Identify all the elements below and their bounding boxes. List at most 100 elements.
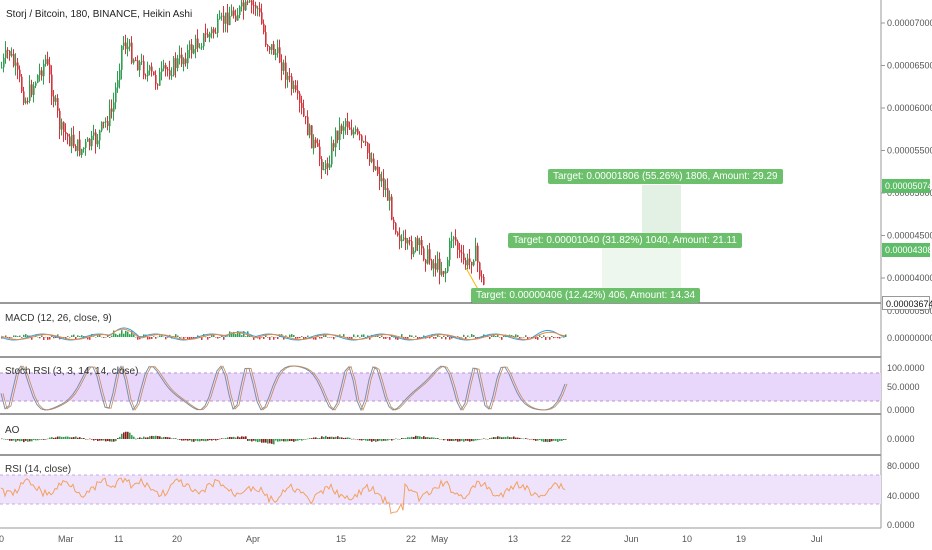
ao-bar bbox=[65, 436, 67, 439]
price-candle bbox=[299, 93, 301, 103]
price-candle bbox=[255, 5, 257, 9]
macd-histogram-bar bbox=[547, 336, 549, 338]
ao-bar bbox=[369, 439, 371, 441]
macd-histogram-bar bbox=[109, 337, 111, 338]
ao-bar bbox=[9, 439, 11, 441]
price-candle bbox=[345, 121, 347, 127]
target-label-3[interactable]: Target: 0.00000406 (12.42%) 406, Amount:… bbox=[471, 288, 701, 303]
macd-histogram-bar bbox=[79, 336, 81, 337]
ao-bar bbox=[401, 437, 403, 439]
ao-bar bbox=[307, 438, 309, 440]
price-tag-target-mid: 0.00004308 bbox=[882, 243, 932, 257]
macd-histogram-bar bbox=[393, 336, 395, 338]
price-candle bbox=[415, 238, 417, 251]
price-candle bbox=[77, 139, 79, 151]
macd-histogram-bar bbox=[91, 334, 93, 337]
ao-bar bbox=[129, 432, 131, 439]
price-candle bbox=[143, 61, 145, 76]
ao-bar bbox=[509, 437, 511, 439]
macd-histogram-bar bbox=[469, 336, 471, 338]
rsi-tick-label: 40.0000 bbox=[887, 491, 920, 501]
ao-bar bbox=[113, 439, 115, 442]
price-candle bbox=[297, 90, 299, 94]
price-candle bbox=[359, 133, 361, 136]
ao-bar bbox=[321, 436, 323, 439]
price-candle bbox=[163, 65, 165, 69]
ao-bar bbox=[73, 437, 75, 439]
ao-bar bbox=[289, 439, 291, 442]
price-candle bbox=[385, 188, 387, 190]
time-axis-label: 20 bbox=[172, 534, 182, 544]
ao-bar bbox=[345, 437, 347, 439]
macd-histogram-bar bbox=[299, 337, 301, 339]
macd-histogram-bar bbox=[175, 334, 177, 337]
ao-bar bbox=[429, 437, 431, 439]
macd-histogram-bar bbox=[523, 337, 525, 338]
macd-histogram-bar bbox=[23, 334, 25, 337]
macd-histogram-bar bbox=[21, 337, 23, 338]
price-candle bbox=[465, 260, 467, 266]
price-candle bbox=[321, 159, 323, 171]
target-label-1[interactable]: Target: 0.00001806 (55.26%) 1806, Amount… bbox=[548, 169, 783, 184]
price-candle bbox=[473, 261, 475, 266]
price-candle bbox=[35, 82, 37, 86]
time-axis-label: Jun bbox=[624, 534, 639, 544]
ao-bar bbox=[105, 439, 107, 442]
ao-bar bbox=[465, 439, 467, 441]
price-candle bbox=[451, 239, 453, 241]
macd-histogram-bar bbox=[401, 334, 403, 337]
price-candle bbox=[319, 146, 321, 160]
ao-bar bbox=[349, 437, 351, 439]
ao-bar bbox=[239, 437, 241, 439]
ao-bar bbox=[273, 439, 275, 445]
macd-histogram-bar bbox=[67, 336, 69, 337]
time-axis-label: 11 bbox=[114, 534, 123, 544]
price-candle bbox=[149, 66, 151, 71]
macd-histogram-bar bbox=[413, 337, 415, 338]
macd-histogram-bar bbox=[369, 337, 371, 340]
macd-histogram-bar bbox=[167, 337, 169, 338]
price-candle bbox=[3, 57, 5, 68]
price-candle bbox=[159, 71, 161, 86]
ao-bar bbox=[47, 438, 49, 440]
price-candle bbox=[89, 138, 91, 147]
ao-bar bbox=[101, 439, 103, 441]
price-candle bbox=[47, 59, 49, 65]
price-candle bbox=[203, 33, 205, 47]
ao-bar bbox=[559, 439, 561, 441]
ao-bar bbox=[257, 439, 259, 443]
price-candle bbox=[225, 12, 227, 24]
ao-bar bbox=[163, 436, 165, 439]
macd-histogram-bar bbox=[93, 336, 95, 338]
price-candle bbox=[449, 240, 451, 260]
target-label-2[interactable]: Target: 0.00001040 (31.82%) 1040, Amount… bbox=[508, 233, 742, 248]
ao-bar bbox=[145, 437, 147, 439]
macd-histogram-bar bbox=[267, 337, 269, 338]
price-candle bbox=[397, 232, 399, 236]
price-candle bbox=[227, 12, 229, 26]
price-candle bbox=[53, 96, 55, 102]
ao-bar bbox=[507, 436, 509, 439]
time-axis-label: Mar bbox=[58, 534, 74, 544]
macd-histogram-bar bbox=[5, 335, 7, 337]
ao-bar bbox=[405, 438, 407, 439]
price-candle bbox=[337, 130, 339, 141]
ao-bar bbox=[45, 439, 47, 440]
price-candle bbox=[447, 259, 449, 272]
ao-bar bbox=[323, 436, 325, 439]
ao-bar bbox=[271, 439, 273, 444]
price-candle bbox=[329, 164, 331, 168]
ao-bar bbox=[221, 438, 223, 439]
stoch-band bbox=[0, 373, 881, 401]
macd-histogram-bar bbox=[539, 335, 541, 337]
macd-histogram-bar bbox=[113, 330, 115, 337]
ao-bar bbox=[169, 437, 171, 439]
macd-histogram-bar bbox=[89, 337, 91, 340]
price-candle bbox=[167, 69, 169, 71]
macd-histogram-bar bbox=[419, 337, 421, 339]
ao-bar bbox=[87, 439, 89, 440]
price-candle bbox=[369, 153, 371, 162]
price-candle bbox=[127, 46, 129, 50]
time-axis-label: Apr bbox=[246, 534, 260, 544]
